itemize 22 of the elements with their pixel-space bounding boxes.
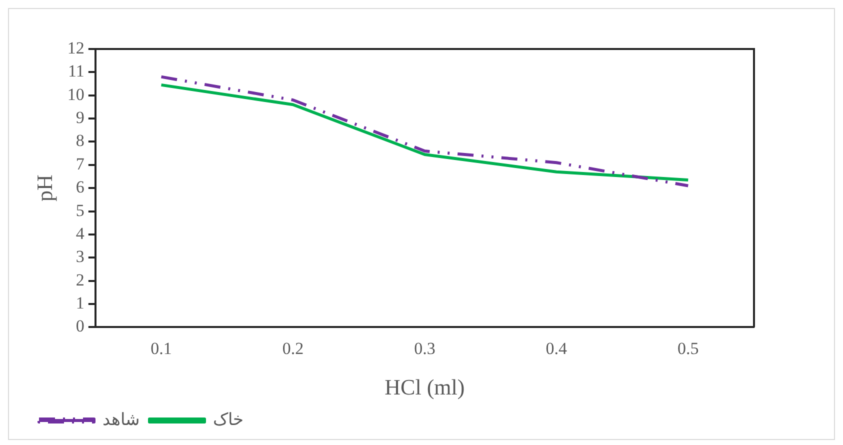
x-tick-label: 0.2 bbox=[282, 338, 304, 358]
x-axis-title: HCl (ml) bbox=[384, 374, 465, 400]
y-tick-label: 11 bbox=[68, 62, 84, 81]
legend-label: شاهد bbox=[102, 410, 140, 429]
x-tick-label: 0.1 bbox=[150, 338, 172, 358]
y-tick-label: 0 bbox=[76, 316, 84, 336]
y-tick-label: 1 bbox=[76, 293, 84, 312]
y-tick-label: 4 bbox=[76, 224, 85, 243]
y-tick-label: 7 bbox=[76, 154, 85, 174]
legend-label: خاک bbox=[213, 410, 244, 429]
y-tick-label: 2 bbox=[76, 270, 84, 290]
x-tick-label: 0.5 bbox=[678, 338, 699, 358]
y-tick-label: 10 bbox=[67, 84, 84, 104]
y-axis-title: pH bbox=[32, 174, 57, 202]
y-tick-label: 12 bbox=[67, 38, 84, 58]
y-tick-label: 5 bbox=[76, 200, 84, 220]
y-tick-label: 3 bbox=[76, 247, 84, 266]
x-tick-label: 0.3 bbox=[414, 338, 436, 358]
x-tick-label: 0.4 bbox=[546, 338, 568, 358]
y-tick-label: 9 bbox=[76, 108, 84, 128]
y-tick-label: 8 bbox=[76, 131, 84, 150]
y-tick-label: 6 bbox=[76, 178, 84, 197]
